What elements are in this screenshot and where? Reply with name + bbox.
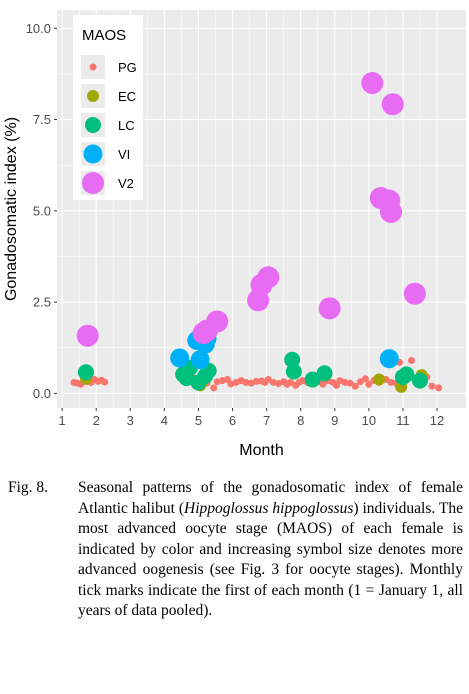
caption-text-part1: Seasonal patterns of the gonadosomatic i… <box>78 479 463 517</box>
legend-title: MAOS <box>82 27 126 44</box>
y-tick-label: 0.0 <box>33 386 51 401</box>
point-vi <box>190 350 210 370</box>
point-lc <box>398 366 415 383</box>
legend-label-ec: EC <box>118 89 136 104</box>
point-v2 <box>76 324 99 347</box>
point-pg <box>319 380 327 388</box>
caption-text-part2: ) individuals. The most advanced oocyte … <box>78 499 463 620</box>
point-pg <box>435 384 443 392</box>
x-tick-label: 1 <box>58 413 65 428</box>
x-tick-label: 3 <box>127 413 134 428</box>
point-lc <box>316 365 333 382</box>
y-axis-title: Gonadosomatic index (%) <box>3 117 20 301</box>
y-tick-label: 5.0 <box>33 203 51 218</box>
point-pg <box>101 378 109 386</box>
x-tick-label: 6 <box>229 413 236 428</box>
point-pg <box>210 384 218 392</box>
point-pg <box>351 382 359 390</box>
y-tick-label: 7.5 <box>33 112 51 127</box>
legend-label-vi: VI <box>118 147 130 162</box>
y-tick-label: 2.5 <box>33 295 51 310</box>
x-axis-title: Month <box>239 442 283 459</box>
x-tick-label: 12 <box>430 413 444 428</box>
point-v2 <box>403 282 426 305</box>
point-v2 <box>257 266 280 289</box>
x-tick-label: 4 <box>161 413 168 428</box>
gsi-scatter-chart: 1 2 3 4 5 6 7 8 9 10 11 12 0.02.55.07.510.0 Month G… <box>3 10 466 459</box>
legend-label-pg: PG <box>118 60 137 75</box>
point-v2 <box>206 310 229 333</box>
x-tick-label: 8 <box>297 413 304 428</box>
point-lc <box>77 364 94 381</box>
x-axis-ticks: 1 2 3 4 5 6 7 8 9 10 11 12 <box>58 408 444 428</box>
data-points <box>70 72 443 393</box>
legend-entries: PG EC LC VI V2 <box>81 55 137 195</box>
point-pg <box>387 378 395 386</box>
point-pg <box>407 357 415 365</box>
point-v2 <box>380 200 403 223</box>
point-vi <box>379 349 399 369</box>
point-lc <box>411 372 428 389</box>
minor-gridlines <box>57 10 466 408</box>
point-v2 <box>361 72 384 95</box>
point-pg <box>361 375 369 383</box>
point-pg <box>356 378 364 386</box>
point-ec <box>373 373 386 386</box>
x-tick-label: 5 <box>195 413 202 428</box>
x-tick-label: 9 <box>331 413 338 428</box>
caption-label: Fig. 8. <box>8 479 49 496</box>
point-pg <box>242 378 250 386</box>
point-pg <box>264 376 272 384</box>
point-lc <box>304 371 321 388</box>
point-pg <box>365 380 373 388</box>
legend-label-v2: V2 <box>118 176 134 191</box>
y-axis-ticks: 0.0 2.5 5.0 7.5 10.0 <box>26 21 57 401</box>
legend-swatch-pg <box>89 63 97 71</box>
x-tick-label: 10 <box>362 413 376 428</box>
legend: MAOS PG EC LC VI V2 <box>73 15 143 200</box>
point-pg <box>428 382 436 390</box>
point-pg <box>346 379 354 387</box>
legend-label-lc: LC <box>118 118 135 133</box>
caption-species-name: Hippoglossus hippoglossus <box>184 499 354 517</box>
point-pg <box>252 377 260 385</box>
point-lc <box>285 363 302 380</box>
point-pg <box>341 378 349 386</box>
point-vi <box>170 348 190 368</box>
point-pg <box>286 378 294 386</box>
point-lc <box>284 351 301 368</box>
x-tick-label: 11 <box>396 413 410 428</box>
legend-swatch-ec <box>87 90 99 102</box>
caption-text: Seasonal patterns of the gonadosomatic i… <box>78 478 463 622</box>
x-tick-label: 2 <box>93 413 100 428</box>
legend-swatch-lc <box>85 117 101 133</box>
point-v2 <box>318 297 341 320</box>
y-tick-label: 10.0 <box>26 21 51 36</box>
x-tick-label: 7 <box>263 413 270 428</box>
figure-caption: Fig. 8. Seasonal patterns of the gonados… <box>8 478 463 622</box>
legend-swatch-vi <box>83 144 103 164</box>
point-v2 <box>381 93 404 116</box>
legend-swatch-v2 <box>82 172 104 194</box>
